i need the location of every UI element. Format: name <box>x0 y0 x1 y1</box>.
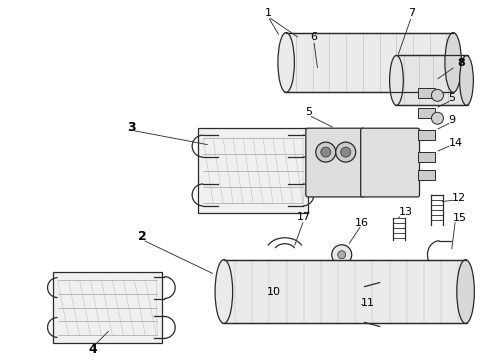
Circle shape <box>336 142 356 162</box>
Ellipse shape <box>460 55 473 105</box>
Bar <box>417 108 436 118</box>
Circle shape <box>341 147 351 157</box>
Text: 16: 16 <box>355 218 368 228</box>
Text: 9: 9 <box>448 115 455 125</box>
Text: 10: 10 <box>267 287 281 297</box>
Text: 13: 13 <box>398 207 413 217</box>
FancyBboxPatch shape <box>306 128 365 197</box>
Text: 2: 2 <box>138 230 147 243</box>
Bar <box>417 170 436 180</box>
Circle shape <box>316 142 336 162</box>
Text: 1: 1 <box>265 8 271 18</box>
Bar <box>417 152 436 162</box>
Ellipse shape <box>278 32 294 92</box>
Bar <box>52 272 162 343</box>
Text: 17: 17 <box>297 212 311 222</box>
Text: 4: 4 <box>88 343 97 356</box>
Bar <box>285 32 455 92</box>
Text: 15: 15 <box>452 213 466 223</box>
Bar <box>270 278 288 306</box>
Bar <box>198 128 308 213</box>
Circle shape <box>432 112 443 124</box>
Ellipse shape <box>390 55 403 105</box>
Text: 5: 5 <box>305 107 312 117</box>
Text: 3: 3 <box>127 121 136 134</box>
Bar <box>417 130 436 140</box>
Text: 8: 8 <box>458 58 466 68</box>
Text: 7: 7 <box>408 8 415 18</box>
Circle shape <box>332 245 352 265</box>
Ellipse shape <box>215 260 233 323</box>
Text: 12: 12 <box>452 193 466 203</box>
Text: 6: 6 <box>310 32 318 41</box>
FancyBboxPatch shape <box>361 128 419 197</box>
Text: 14: 14 <box>448 138 463 148</box>
Bar <box>395 55 468 105</box>
Circle shape <box>432 89 443 101</box>
Text: 11: 11 <box>361 297 375 307</box>
Text: 5: 5 <box>448 93 455 103</box>
Bar <box>222 260 467 323</box>
Bar <box>417 88 436 98</box>
Circle shape <box>321 147 331 157</box>
Ellipse shape <box>457 260 474 323</box>
Ellipse shape <box>445 32 462 92</box>
Circle shape <box>338 251 346 259</box>
